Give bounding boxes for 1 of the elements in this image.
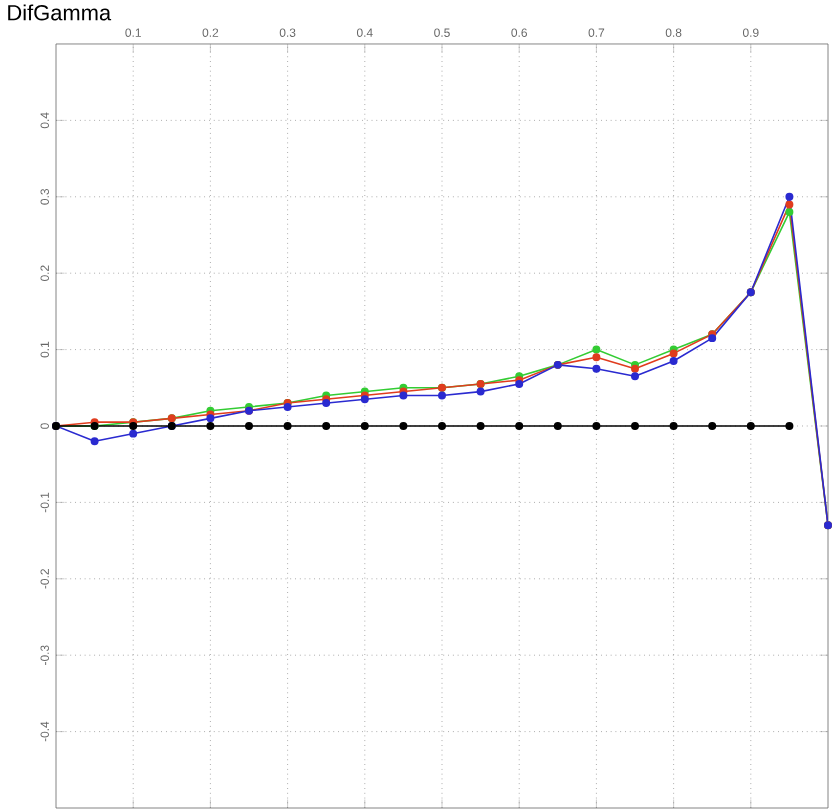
chart-title: DifGamma [8,4,112,21]
